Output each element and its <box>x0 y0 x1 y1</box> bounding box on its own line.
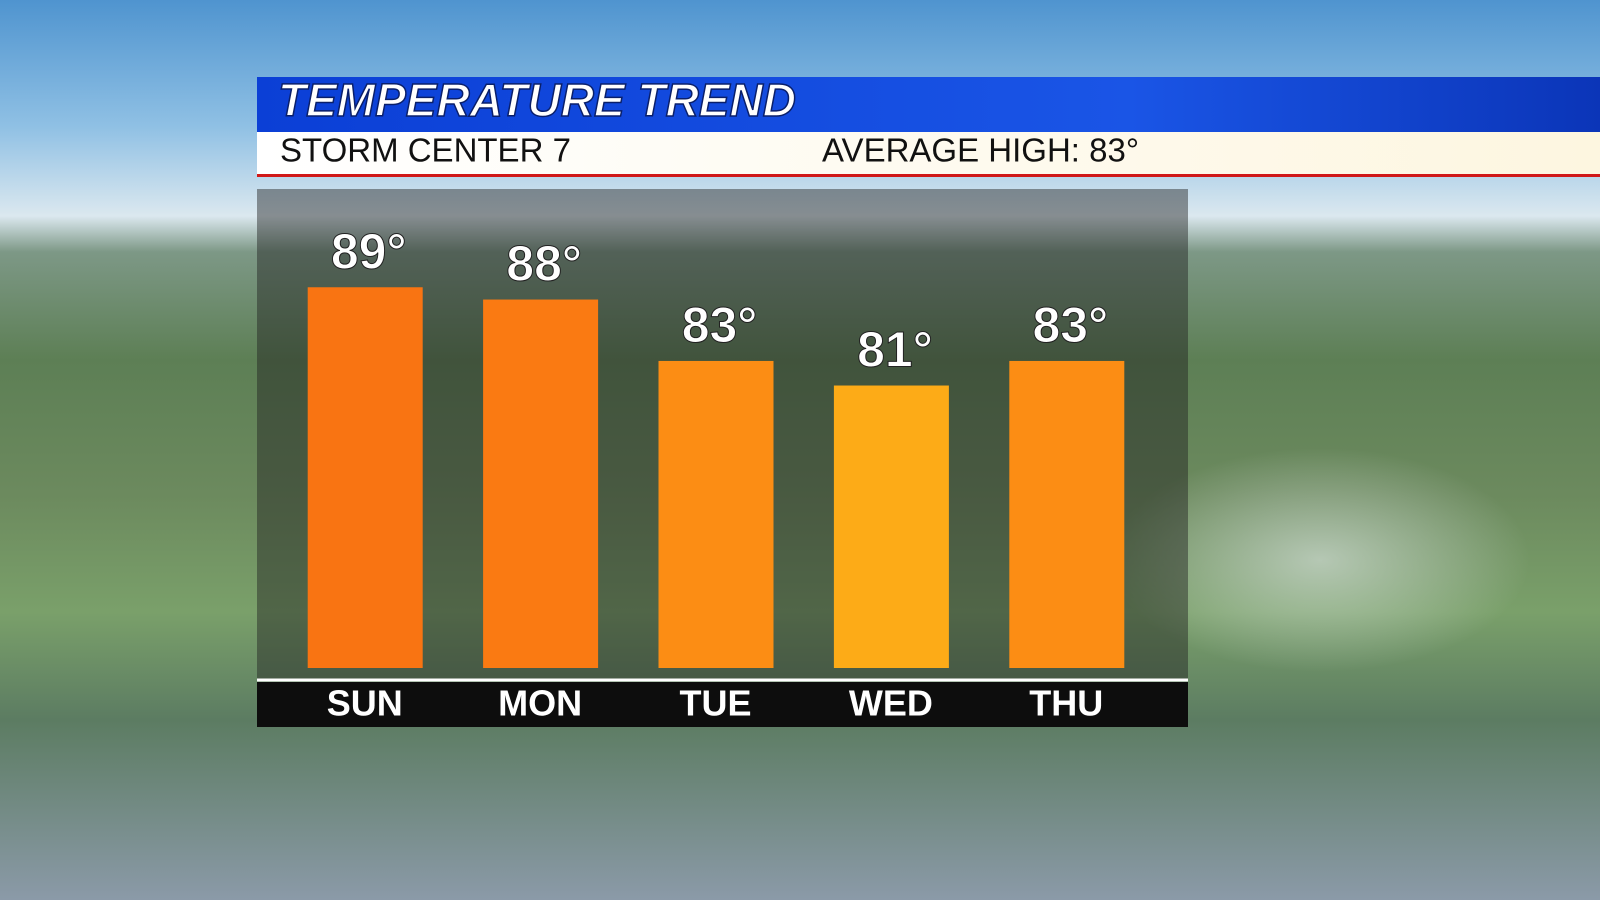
value-label: 83° <box>682 297 758 353</box>
bar <box>307 287 423 668</box>
x-tick-label: MON <box>498 683 582 724</box>
bar <box>1009 360 1125 668</box>
value-label: 83° <box>1032 297 1108 353</box>
bar <box>658 360 774 668</box>
x-tick-label: THU <box>1029 683 1103 724</box>
value-label: 89° <box>331 223 407 279</box>
value-label: 81° <box>857 322 933 378</box>
bar <box>483 299 599 668</box>
bar <box>833 385 949 668</box>
x-tick-label: WED <box>849 683 933 724</box>
average-high: AVERAGE HIGH: 83° <box>822 132 1139 169</box>
chart-title: TEMPERATURE TREND <box>278 74 796 126</box>
category-strip <box>257 682 1188 727</box>
subtitle-rule <box>257 174 1600 177</box>
subtitle-bar <box>257 132 1600 175</box>
x-tick-label: SUN <box>327 683 403 724</box>
x-tick-label: TUE <box>680 683 752 724</box>
value-label: 88° <box>506 236 582 292</box>
chart-subtitle: STORM CENTER 7 <box>280 132 571 169</box>
title-bar <box>257 77 1600 132</box>
